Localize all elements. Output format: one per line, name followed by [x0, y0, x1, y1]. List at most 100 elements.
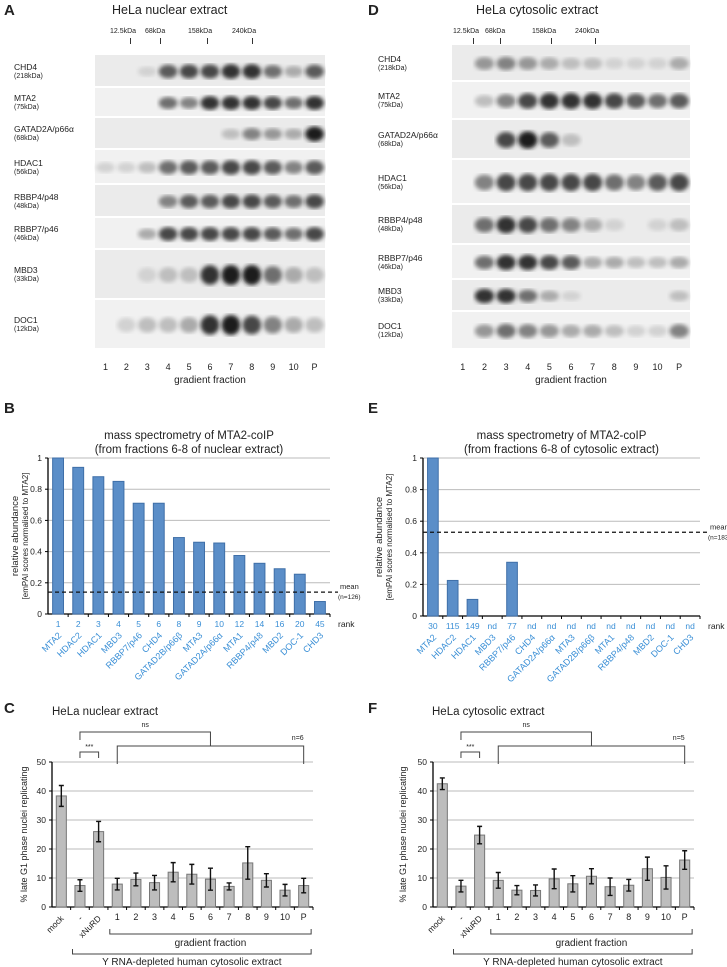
protein-name: HDAC1 — [14, 157, 43, 168]
blot-band — [284, 97, 304, 109]
blot-band — [496, 94, 516, 108]
marker-label: 240kDa — [232, 28, 257, 35]
blot-band — [539, 290, 560, 302]
marker-label: 68kDa — [485, 28, 506, 35]
y-axis-label: relative abundance — [10, 496, 21, 576]
blot-band — [242, 64, 262, 79]
protein-name: DOC1 — [378, 321, 402, 331]
blot-band — [179, 64, 199, 79]
blot-band — [137, 317, 157, 333]
marker-label: 68kDa — [145, 28, 166, 35]
error-bar — [301, 877, 307, 894]
blot-band — [137, 162, 157, 173]
blot-band — [474, 324, 495, 338]
blot-A — [95, 55, 325, 348]
blot-band — [200, 160, 220, 175]
blot-band — [561, 173, 581, 192]
mean-label: mean — [710, 522, 727, 531]
y-tick-label: 0.8 — [405, 485, 417, 495]
molecular-weight: (218kDa) — [14, 72, 43, 80]
lane-number: 4 — [525, 362, 531, 372]
y-tick-label: 0 — [41, 902, 46, 912]
protein-name: HDAC1 — [378, 172, 407, 183]
blot-band — [137, 66, 157, 77]
y-tick-label: 40 — [37, 786, 47, 796]
blot-band — [669, 93, 689, 109]
marker-tick — [130, 38, 131, 44]
category-label: 6 — [589, 912, 594, 922]
category-label: - — [456, 913, 465, 922]
error-bar — [644, 856, 650, 882]
significance-label: *** — [466, 744, 474, 751]
y-axis-label: % late G1 phase nuclei replicating — [398, 766, 408, 902]
category-label: 7 — [227, 912, 232, 922]
blot-row-label: MTA2 (75kDa) — [14, 94, 39, 112]
category-label: 8 — [626, 912, 631, 922]
blot-band — [305, 194, 324, 209]
bar — [253, 562, 266, 615]
blot-band — [582, 57, 603, 70]
blot-band — [179, 160, 199, 175]
protein-name: GATAD2A/p66α — [378, 130, 438, 140]
marker-tick — [207, 38, 208, 44]
blot-band — [647, 58, 668, 69]
blot-band — [305, 267, 324, 283]
category-label: P — [301, 912, 307, 922]
blot-band — [647, 257, 668, 268]
lane-number: 8 — [249, 362, 255, 372]
blot-band — [305, 126, 324, 142]
bar — [293, 573, 306, 615]
blot-band — [539, 57, 560, 70]
blot-band — [474, 217, 495, 233]
chart-subtitle: (from fractions 6-8 of cytosolic extract… — [464, 444, 659, 456]
significance-bracket — [79, 751, 100, 758]
blot-row-label: GATAD2A/p66α (68kDa) — [378, 131, 438, 149]
x-axis-label: gradient fraction — [175, 938, 247, 949]
gradient-bracket — [490, 929, 693, 935]
molecular-weight: (12kDa) — [14, 326, 39, 333]
blot-band — [539, 132, 560, 148]
category-label: mock — [425, 913, 447, 935]
category-label: 4 — [171, 912, 176, 922]
blot-band — [496, 56, 516, 71]
lane-number: P — [676, 362, 683, 372]
blot-band — [669, 57, 689, 70]
chart-title: HeLa cytosolic extract — [432, 706, 545, 718]
blot-band — [305, 317, 324, 333]
category-label: 9 — [645, 912, 650, 922]
blot-band — [158, 195, 178, 208]
blot-band — [263, 194, 283, 209]
rank-label: 1 — [56, 619, 61, 629]
blot-band — [604, 219, 625, 231]
blot-D — [452, 45, 690, 348]
x-axis-label: gradient fraction — [556, 938, 628, 949]
rank-label: nd — [547, 621, 557, 631]
blot-band — [474, 174, 495, 191]
error-bar — [96, 820, 102, 843]
blot-band — [539, 217, 560, 233]
error-bar — [533, 884, 539, 897]
blot-band — [539, 173, 560, 192]
molecular-weight: (48kDa) — [14, 202, 39, 210]
blot-band — [604, 58, 625, 69]
panel-label: F — [368, 700, 378, 717]
error-bar — [58, 784, 64, 808]
bar — [427, 457, 439, 617]
blot-band — [263, 227, 283, 241]
protein-name: MTA2 — [378, 91, 401, 101]
y-tick-label: 0 — [37, 609, 42, 619]
blot-band — [582, 92, 603, 110]
rank-label: 12 — [235, 619, 245, 629]
blot-band — [200, 96, 220, 110]
blot-band — [496, 132, 516, 148]
lane-number: 8 — [611, 362, 617, 372]
blot-band — [626, 257, 646, 268]
error-bar — [170, 861, 176, 883]
blot-band — [200, 315, 220, 335]
group-bracket — [72, 949, 312, 955]
blot-band — [200, 64, 220, 79]
blot-row-label: MBD3 (33kDa) — [14, 266, 39, 284]
fraction-bracket — [497, 745, 686, 764]
protein-name: CHD4 — [14, 61, 38, 72]
